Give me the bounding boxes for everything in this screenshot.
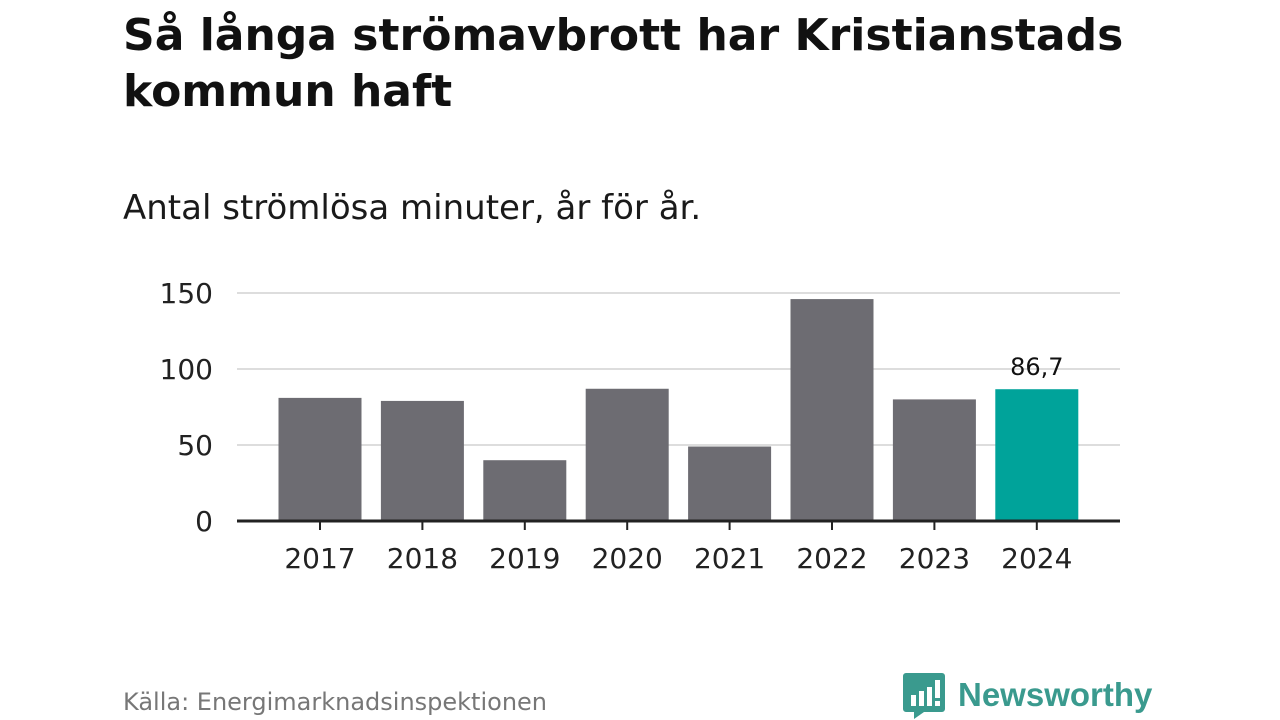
x-tick-label: 2018	[387, 542, 458, 575]
x-tick-label: 2019	[489, 542, 560, 575]
x-tick-label: 2021	[694, 542, 765, 575]
bar-2023	[892, 399, 976, 521]
bar-2022	[790, 299, 874, 521]
bar-2018	[380, 400, 464, 521]
x-tick-label: 2024	[1001, 542, 1072, 575]
bar-2019	[483, 460, 567, 521]
x-axis-ticks: 2017 2018 2019 2020 2021 2022 2023 2024	[284, 542, 1072, 575]
gridlines	[237, 292, 1120, 446]
y-axis-ticks: 0 50 100 150	[160, 277, 213, 538]
chart-title: Så långa strömavbrott har Kristianstads …	[123, 10, 1124, 117]
data-label-2024: 86,7	[1010, 353, 1063, 381]
y-tick-label: 0	[195, 505, 213, 538]
source-note: Källa: Energimarknadsinspektionen	[123, 688, 548, 716]
y-tick-label: 100	[160, 353, 213, 386]
y-tick-label: 50	[177, 429, 213, 462]
x-tick-label: 2017	[284, 542, 355, 575]
bar-2020	[585, 388, 669, 521]
x-tick-label: 2023	[899, 542, 970, 575]
brand-logo: Newsworthy	[902, 671, 1152, 719]
chart-subtitle: Antal strömlösa minuter, år för år.	[123, 188, 702, 228]
x-tick-label: 2022	[796, 542, 867, 575]
newsworthy-logo-icon	[903, 673, 945, 719]
y-tick-label: 150	[160, 277, 213, 310]
bar-2024	[995, 389, 1079, 521]
brand-name: Newsworthy	[958, 676, 1153, 713]
bars	[278, 299, 1079, 521]
x-tick-label: 2020	[592, 542, 663, 575]
bar-2021	[688, 446, 772, 521]
x-axis	[237, 519, 1120, 530]
data-labels: 86,7	[1010, 353, 1063, 381]
bar-2017	[278, 397, 362, 521]
